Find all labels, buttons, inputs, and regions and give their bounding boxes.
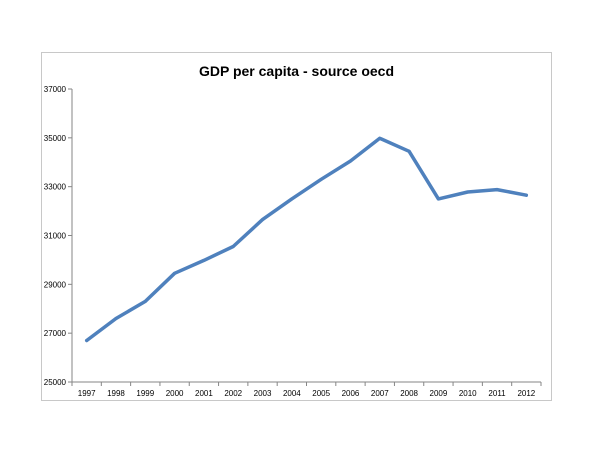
x-tick-label: 2001: [195, 389, 213, 398]
x-tick-label: 2011: [488, 389, 506, 398]
data-point: [202, 259, 205, 262]
x-tick-label: 1999: [136, 389, 154, 398]
x-tick-label: 2004: [283, 389, 301, 398]
data-point: [349, 160, 352, 163]
x-tick-label: 2012: [517, 389, 535, 398]
x-tick-label: 2003: [254, 389, 272, 398]
x-tick-label: 2000: [166, 389, 184, 398]
data-point: [85, 339, 88, 342]
x-tick-label: 2002: [224, 389, 242, 398]
x-tick-label: 1998: [107, 389, 125, 398]
data-point: [114, 317, 117, 320]
series-layer: [85, 137, 528, 342]
x-tick-label: 2006: [342, 389, 360, 398]
data-point: [525, 194, 528, 197]
data-point: [290, 197, 293, 200]
x-tick-label: 2008: [400, 389, 418, 398]
line-chart: 25000 27000 29000 31000 33000 35000 37000 1997 1…: [0, 0, 600, 463]
data-point: [378, 137, 381, 140]
data-point: [408, 150, 411, 153]
data-point: [261, 218, 264, 221]
x-tick-label: 2009: [430, 389, 448, 398]
x-tick-label: 1997: [78, 389, 96, 398]
y-tick-label: 31000: [44, 232, 67, 241]
data-point: [320, 178, 323, 181]
data-point: [232, 245, 235, 248]
x-tick-label: 2005: [312, 389, 330, 398]
y-tick-label: 35000: [44, 134, 67, 143]
data-point: [144, 300, 147, 303]
x-tick-label: 2007: [371, 389, 389, 398]
y-tick-label: 37000: [44, 85, 67, 94]
y-tick-label: 25000: [44, 378, 67, 387]
data-point: [437, 197, 440, 200]
x-tick-label: 2010: [459, 389, 477, 398]
series-line: [87, 138, 527, 340]
y-tick-label: 27000: [44, 329, 67, 338]
data-point: [173, 272, 176, 275]
y-tick-label: 29000: [44, 280, 67, 289]
data-point: [496, 188, 499, 191]
y-tick-label: 33000: [44, 183, 67, 192]
axes: 25000 27000 29000 31000 33000 35000 37000 1997 1…: [44, 85, 541, 398]
data-point: [466, 191, 469, 194]
